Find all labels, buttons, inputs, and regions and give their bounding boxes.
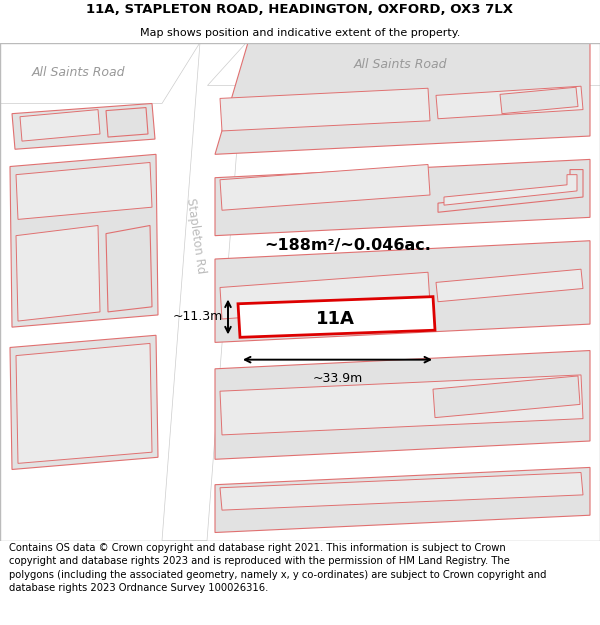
Polygon shape: [207, 42, 600, 85]
Polygon shape: [220, 272, 430, 319]
Polygon shape: [215, 351, 590, 459]
Polygon shape: [215, 42, 590, 154]
Text: Contains OS data © Crown copyright and database right 2021. This information is : Contains OS data © Crown copyright and d…: [9, 543, 547, 592]
Polygon shape: [436, 86, 583, 119]
Polygon shape: [220, 88, 430, 131]
Polygon shape: [436, 269, 583, 302]
Polygon shape: [215, 159, 590, 236]
Polygon shape: [220, 375, 583, 435]
Polygon shape: [106, 226, 152, 312]
Polygon shape: [10, 154, 158, 327]
Text: ~188m²/~0.046ac.: ~188m²/~0.046ac.: [265, 238, 431, 253]
Polygon shape: [500, 88, 578, 114]
Polygon shape: [16, 343, 152, 463]
Polygon shape: [238, 297, 435, 338]
Polygon shape: [106, 107, 148, 137]
Polygon shape: [215, 468, 590, 532]
Polygon shape: [20, 109, 100, 141]
Polygon shape: [438, 169, 583, 212]
Text: Stapleton Rd: Stapleton Rd: [184, 197, 208, 274]
Text: Map shows position and indicative extent of the property.: Map shows position and indicative extent…: [140, 28, 460, 38]
Polygon shape: [220, 164, 430, 210]
Polygon shape: [162, 42, 245, 541]
Polygon shape: [444, 174, 577, 205]
Polygon shape: [16, 226, 100, 321]
Text: ~11.3m: ~11.3m: [173, 311, 223, 324]
Polygon shape: [433, 376, 580, 418]
Polygon shape: [16, 162, 152, 219]
Polygon shape: [220, 472, 583, 510]
Text: ~33.9m: ~33.9m: [313, 372, 362, 385]
Text: 11A, STAPLETON ROAD, HEADINGTON, OXFORD, OX3 7LX: 11A, STAPLETON ROAD, HEADINGTON, OXFORD,…: [86, 3, 514, 16]
Polygon shape: [10, 335, 158, 469]
Polygon shape: [0, 42, 200, 104]
Text: All Saints Road: All Saints Road: [353, 58, 447, 71]
Text: 11A: 11A: [316, 310, 355, 328]
Polygon shape: [12, 104, 155, 149]
Text: All Saints Road: All Saints Road: [31, 66, 125, 79]
Polygon shape: [215, 241, 590, 342]
